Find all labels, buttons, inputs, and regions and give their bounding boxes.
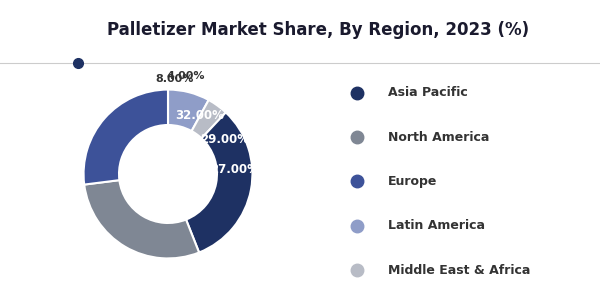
Wedge shape [168,90,209,131]
Wedge shape [186,112,253,253]
Text: North America: North America [388,130,489,143]
Text: 4.00%: 4.00% [166,71,205,81]
Text: 29.00%: 29.00% [200,133,250,146]
Text: Latin America: Latin America [388,219,485,232]
Text: 8.00%: 8.00% [155,74,194,84]
Wedge shape [84,180,199,258]
Wedge shape [191,100,226,138]
Text: RESEARCH: RESEARCH [16,40,62,50]
Wedge shape [83,90,168,184]
Text: Palletizer Market Share, By Region, 2023 (%): Palletizer Market Share, By Region, 2023… [107,21,529,39]
Text: 32.00%: 32.00% [175,109,224,122]
Text: PRECEDENCE: PRECEDENCE [11,19,68,28]
Text: Asia Pacific: Asia Pacific [388,86,467,99]
Text: 27.00%: 27.00% [210,164,259,176]
Text: Middle East & Africa: Middle East & Africa [388,264,530,277]
Text: Europe: Europe [388,175,437,188]
